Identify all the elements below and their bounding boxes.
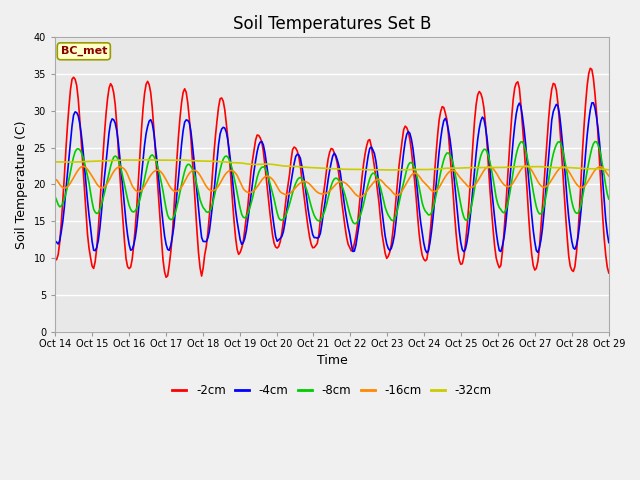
Text: BC_met: BC_met: [61, 46, 107, 57]
X-axis label: Time: Time: [317, 354, 348, 367]
Y-axis label: Soil Temperature (C): Soil Temperature (C): [15, 120, 28, 249]
Legend: -2cm, -4cm, -8cm, -16cm, -32cm: -2cm, -4cm, -8cm, -16cm, -32cm: [168, 380, 497, 402]
Title: Soil Temperatures Set B: Soil Temperatures Set B: [233, 15, 431, 33]
